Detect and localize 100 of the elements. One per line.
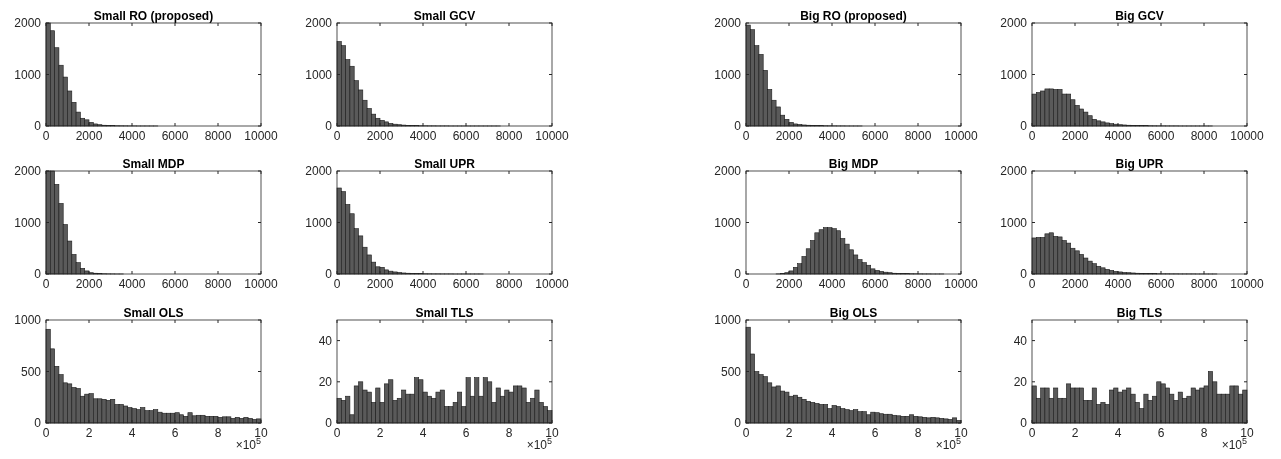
x-tick-label: 2	[785, 426, 793, 440]
y-tick-label: 40	[1013, 333, 1028, 348]
x-tick-label: 4000	[1104, 129, 1132, 143]
y-tick-label: 0	[34, 416, 42, 430]
x-tick-label: 2000	[366, 277, 394, 291]
x-tick-label: 6	[871, 426, 879, 440]
chart-title: Big RO (proposed)	[800, 9, 907, 23]
x-tick-label: 6	[171, 426, 179, 440]
y-tick-label: 2000	[714, 16, 742, 30]
chart-title: Big OLS	[829, 306, 878, 320]
y-tick-label: 500	[720, 364, 742, 379]
x-tick-label: 8000	[1190, 129, 1218, 143]
y-tick-label: 1000	[714, 215, 742, 230]
x-tick-label: 4000	[409, 129, 437, 143]
x-tick-label: 8000	[495, 129, 523, 143]
x-tick-label: 10000	[535, 129, 570, 143]
x-tick-label: 10000	[244, 277, 279, 291]
y-tick-label: 1000	[714, 67, 742, 82]
x-tick-label: 6000	[452, 129, 480, 143]
x-tick-label: 6000	[161, 129, 189, 143]
chart-title: Small MDP	[122, 157, 185, 171]
x-tick-label: 10000	[1230, 129, 1265, 143]
y-tick-label: 1000	[305, 215, 333, 230]
y-tick-label: 0	[325, 267, 333, 281]
y-tick-label: 2000	[14, 16, 42, 30]
x-tick-label: 6000	[1147, 129, 1175, 143]
x-tick-label: 2000	[775, 129, 803, 143]
y-tick-label: 0	[325, 416, 333, 430]
x-tick-label: 10000	[244, 129, 279, 143]
y-tick-label: 1000	[305, 67, 333, 82]
x-tick-label: 6000	[861, 129, 889, 143]
y-tick-label: 1000	[1000, 67, 1028, 82]
x-tick-label: 6	[1157, 426, 1165, 440]
x-tick-label: 4	[1114, 426, 1122, 440]
x-tick-label: 2	[85, 426, 93, 440]
x-tick-label: 6	[462, 426, 470, 440]
x-tick-label: 8000	[904, 277, 932, 291]
chart-title: Big TLS	[1116, 306, 1163, 320]
x-tick-label: 2000	[75, 277, 103, 291]
y-tick-label: 2000	[714, 164, 742, 178]
y-tick-label: 0	[734, 119, 742, 133]
chart-title: Small UPR	[414, 157, 476, 171]
y-tick-label: 1000	[14, 215, 42, 230]
y-tick-label: 0	[1020, 416, 1028, 430]
y-tick-label: 2000	[305, 164, 333, 178]
x-tick-label: 4000	[118, 277, 146, 291]
x-tick-label: 8000	[904, 129, 932, 143]
x-tick-label: 10000	[944, 129, 979, 143]
chart-title: Big MDP	[828, 157, 879, 171]
y-tick-label: 1000	[14, 313, 42, 327]
x-tick-label: 2	[1071, 426, 1079, 440]
x-tick-label: 8	[914, 426, 922, 440]
x-tick-label: 4	[128, 426, 136, 440]
chart-title: Small OLS	[123, 306, 184, 320]
chart-title: Small GCV	[413, 9, 476, 23]
y-tick-label: 0	[34, 119, 42, 133]
x-tick-label: 4000	[1104, 277, 1132, 291]
x-tick-label: 8	[214, 426, 222, 440]
x-tick-label: 4000	[818, 129, 846, 143]
x-tick-label: 2000	[75, 129, 103, 143]
y-tick-label: 0	[325, 119, 333, 133]
y-tick-label: 20	[1013, 374, 1028, 389]
y-tick-label: 40	[318, 333, 333, 348]
y-tick-label: 2000	[305, 16, 333, 30]
y-tick-label: 0	[734, 416, 742, 430]
y-tick-label: 0	[34, 267, 42, 281]
x-tick-label: 6000	[861, 277, 889, 291]
x-tick-label: 2000	[366, 129, 394, 143]
y-tick-label: 0	[1020, 119, 1028, 133]
x-tick-label: 2000	[1061, 129, 1089, 143]
x-tick-label: 2	[376, 426, 384, 440]
x-tick-label: 4000	[118, 129, 146, 143]
x-tick-label: 2000	[775, 277, 803, 291]
x-tick-label: 8000	[495, 277, 523, 291]
x-tick-label: 8000	[1190, 277, 1218, 291]
y-tick-label: 0	[734, 267, 742, 281]
x-tick-label: 8000	[204, 129, 232, 143]
x-tick-label: 10000	[535, 277, 570, 291]
y-tick-label: 2000	[14, 164, 42, 178]
x-tick-label: 8	[505, 426, 513, 440]
y-tick-label: 0	[1020, 267, 1028, 281]
y-tick-label: 1000	[714, 313, 742, 327]
x-tick-label: 8000	[204, 277, 232, 291]
y-tick-label: 1000	[14, 67, 42, 82]
y-tick-label: 1000	[1000, 215, 1028, 230]
y-tick-label: 2000	[1000, 164, 1028, 178]
x-tick-label: 10000	[944, 277, 979, 291]
x-tick-label: 2000	[1061, 277, 1089, 291]
x-tick-label: 4	[419, 426, 427, 440]
x-tick-label: 6000	[1147, 277, 1175, 291]
x-tick-label: 6000	[452, 277, 480, 291]
y-tick-label: 500	[20, 364, 42, 379]
chart-title: Big UPR	[1115, 157, 1164, 171]
x-tick-label: 8	[1200, 426, 1208, 440]
x-tick-label: 10000	[1230, 277, 1265, 291]
chart-title: Small TLS	[415, 306, 474, 320]
chart-title: Big GCV	[1115, 9, 1164, 23]
x-tick-label: 4000	[409, 277, 437, 291]
x-tick-label: 4000	[818, 277, 846, 291]
x-tick-label: 6000	[161, 277, 189, 291]
